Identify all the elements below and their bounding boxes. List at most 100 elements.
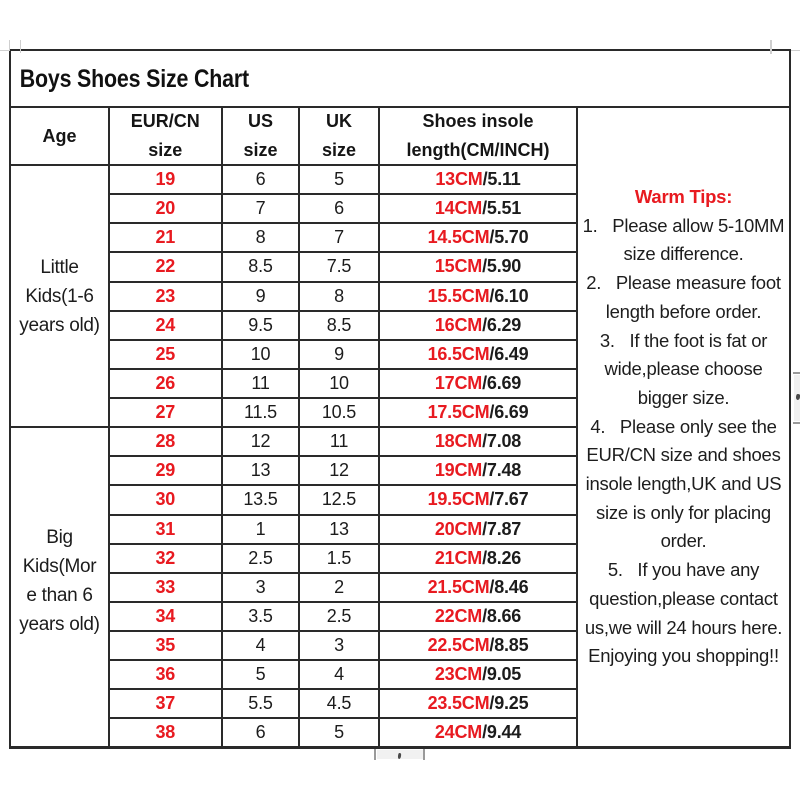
cell-eur-size: 28: [110, 427, 222, 456]
insole-cm-value: 24CM: [434, 722, 483, 743]
cell-eur-size: 24: [110, 311, 222, 340]
uk-size-value: 11: [329, 431, 349, 452]
insole-cm-value: 22.5CM: [427, 635, 490, 655]
eur-size-value: 23: [155, 285, 176, 306]
cell-insole-length: 18CM/7.08: [380, 427, 576, 456]
eur-size-value: 27: [155, 402, 176, 422]
insole-inch-value: /9.25: [489, 693, 529, 714]
grid-line-row-2: [108, 222, 577, 225]
eur-size-value: 21: [155, 227, 176, 248]
header-uk-line2: size: [321, 140, 357, 160]
grid-line-row-5: [108, 309, 577, 312]
artifact-bottom-tick-1: [374, 748, 376, 760]
insole-cm-value: 21.5CM: [427, 576, 490, 597]
insole-inch-value: /6.49: [489, 343, 529, 364]
insole-inch-value: /7.48: [482, 460, 522, 481]
cell-uk-size: 12.5: [300, 485, 378, 514]
us-size-value: 11: [251, 372, 270, 393]
cell-uk-size: 7.5: [300, 252, 378, 281]
eur-size-value: 34: [155, 605, 176, 626]
artifact-bottom-comma: [397, 752, 401, 760]
us-size-value: 10: [250, 343, 271, 364]
insole-cm-value: 19.5CM: [427, 489, 490, 510]
us-size-value: 6: [255, 169, 266, 189]
warm-tips-line: 3. If the foot is fat or: [599, 329, 768, 351]
uk-size-value: 7: [334, 227, 344, 248]
insole-inch-value: /6.69: [482, 372, 522, 393]
header-uk-line1: UK: [326, 111, 352, 131]
cell-us-size: 3.5: [223, 602, 298, 631]
eur-size-value: 25: [155, 343, 176, 364]
cell-uk-size: 10.5: [300, 398, 378, 427]
us-size-value: 5: [255, 664, 266, 685]
insole-inch-value: /6.69: [489, 402, 529, 422]
cell-us-size: 9.5: [223, 311, 298, 340]
us-size-value: 2.5: [248, 547, 273, 568]
cell-eur-size: 36: [110, 660, 222, 689]
warm-tips-line: insole length,UK and US: [585, 473, 782, 495]
cell-insole-length: 17CM/6.69: [380, 369, 576, 398]
uk-size-value: 3: [334, 635, 344, 655]
grid-line-row-15: [108, 600, 577, 603]
cell-uk-size: 4.5: [300, 689, 378, 718]
insole-inch-value: /7.08: [482, 431, 522, 452]
cell-us-size: 13: [223, 456, 298, 485]
us-size-value: 13.5: [243, 489, 278, 510]
cell-insole-length: 16CM/6.29: [380, 311, 576, 340]
grid-line-row-6: [108, 338, 577, 341]
cell-eur-size: 23: [110, 282, 222, 311]
us-size-value: 11.5: [244, 402, 277, 422]
cell-eur-size: 19: [110, 165, 222, 194]
eur-size-value: 30: [155, 489, 176, 510]
uk-size-value: 4: [334, 664, 344, 685]
eur-size-value: 19: [155, 169, 176, 189]
cell-eur-size: 30: [110, 485, 222, 514]
cell-eur-size: 34: [110, 602, 222, 631]
uk-size-value: 12.5: [321, 489, 357, 510]
uk-size-value: 5: [334, 169, 344, 189]
warm-tips-cell: Warm Tips: 1. Please allow 5-10MM size d…: [578, 107, 789, 747]
warm-tips-line: question,please contact: [589, 587, 778, 609]
cell-us-size: 12: [223, 427, 298, 456]
us-size-value: 6: [255, 722, 266, 743]
insole-cm-value: 13CM: [435, 169, 483, 189]
artifact-top-left-tick-1: [8, 40, 11, 51]
cell-eur-size: 21: [110, 223, 222, 252]
us-size-value: 5.5: [248, 693, 273, 714]
header-eur-line1: EUR/CN: [130, 111, 200, 131]
us-size-value: 3: [255, 576, 266, 597]
insole-inch-value: /6.10: [489, 285, 529, 306]
grid-line-row-18: [108, 688, 577, 691]
grid-line-row-4: [108, 280, 577, 283]
cell-insole-length: 15.5CM/6.10: [380, 282, 576, 311]
cell-uk-size: 13: [300, 515, 378, 544]
insole-cm-value: 17CM: [434, 372, 483, 393]
us-size-value: 7: [255, 198, 266, 219]
cell-uk-size: 7: [300, 223, 378, 252]
cell-eur-size: 29: [110, 456, 222, 485]
insole-cm-value: 20CM: [434, 518, 483, 539]
grid-line-title-bottom: [10, 106, 790, 108]
grid-line-col-5: [576, 107, 578, 748]
cell-us-size: 6: [223, 718, 298, 747]
header-us-line2: size: [243, 140, 278, 160]
cell-insole-length: 14CM/5.51: [380, 194, 576, 223]
age-group-big-kids: Big Kids(Mor e than 6 years old): [11, 421, 108, 741]
cell-us-size: 11: [223, 369, 298, 398]
insole-inch-value: /9.05: [482, 664, 522, 685]
table-border-left: [8, 48, 12, 749]
cell-insole-length: 21.5CM/8.46: [380, 573, 576, 602]
artifact-bottom-tick-2: [422, 748, 425, 760]
grid-line-row-19: [108, 717, 577, 720]
cell-uk-size: 5: [300, 165, 378, 194]
cell-insole-length: 19CM/7.48: [380, 456, 576, 485]
grid-line-row-9: [10, 426, 577, 429]
grid-line-row-10: [108, 455, 577, 458]
cell-insole-length: 15CM/5.90: [380, 252, 576, 281]
cell-insole-length: 16.5CM/6.49: [380, 340, 576, 369]
cell-uk-size: 8.5: [300, 311, 378, 340]
eur-size-value: 38: [155, 722, 176, 743]
cell-insole-length: 13CM/5.11: [380, 165, 576, 194]
cell-insole-length: 24CM/9.44: [380, 718, 576, 747]
insole-cm-value: 18CM: [434, 431, 483, 452]
